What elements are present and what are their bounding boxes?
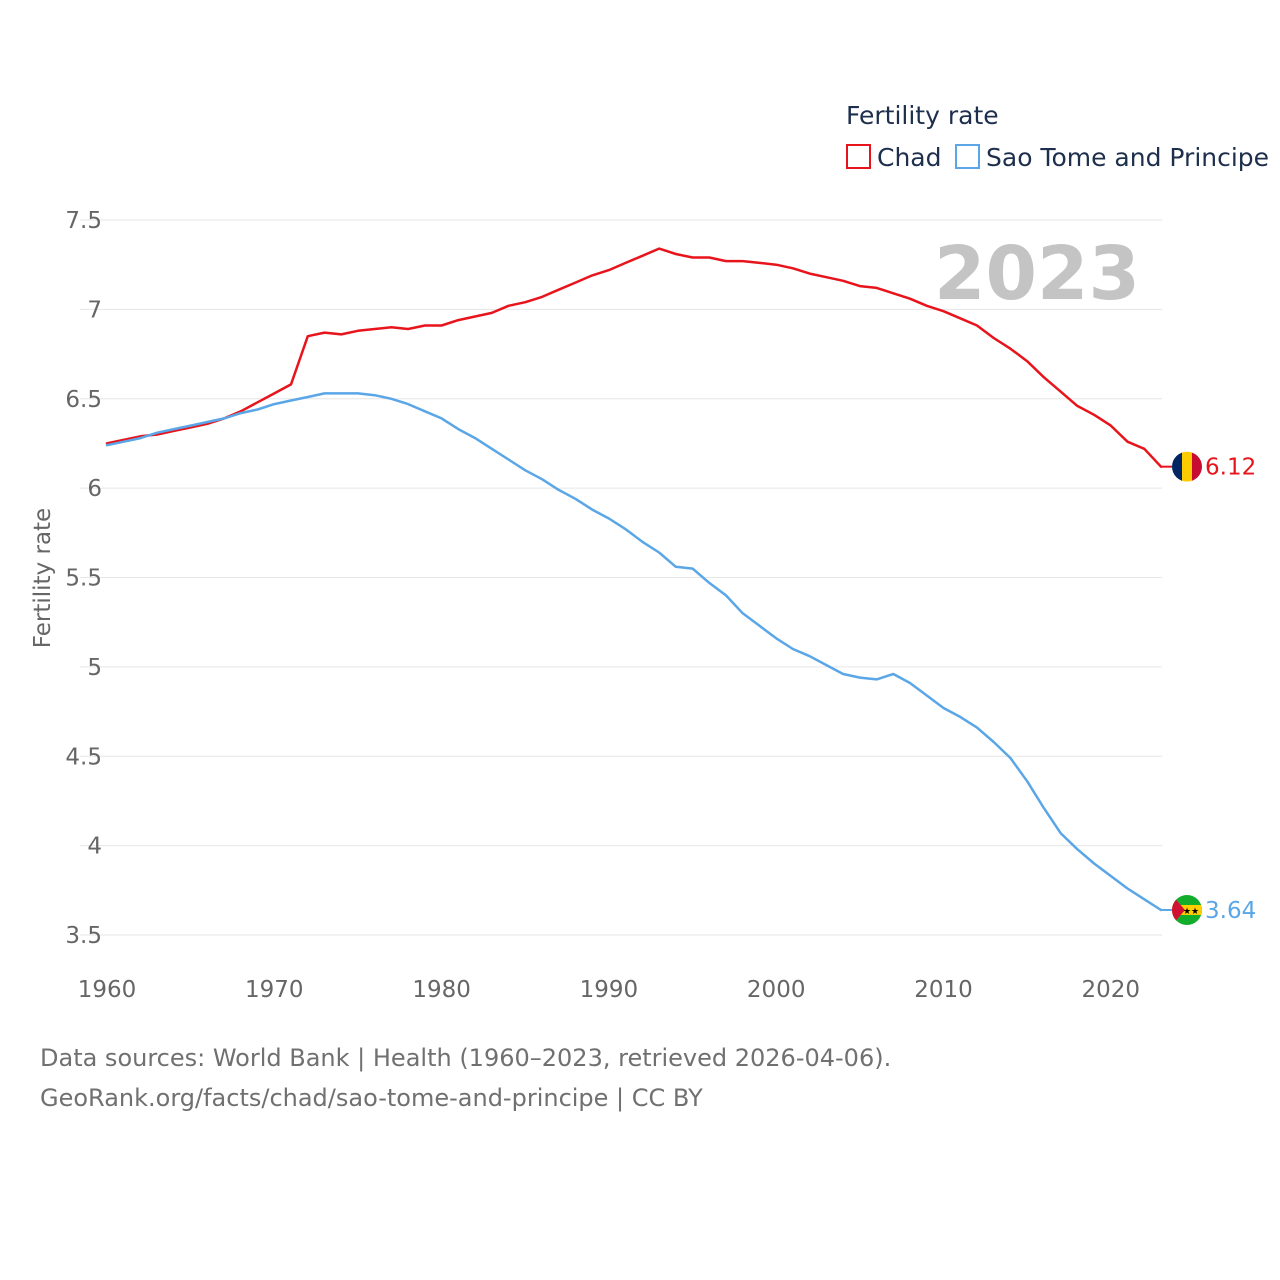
x-tick-label: 1980 <box>412 977 471 1003</box>
x-tick-label: 1990 <box>580 977 639 1003</box>
x-tick-label: 2000 <box>747 977 806 1003</box>
y-tick-label: 5.5 <box>65 566 102 592</box>
y-tick-label: 7.5 <box>65 208 102 234</box>
x-tick-label: 2010 <box>914 977 973 1003</box>
end-value-label: 3.64 <box>1205 898 1256 924</box>
y-tick-label: 4.5 <box>65 744 102 770</box>
legend-item-chad[interactable]: Chad <box>846 143 942 172</box>
y-axis-title: Fertility rate <box>30 508 56 648</box>
legend-item-sao-tome[interactable]: Sao Tome and Principe <box>955 143 1269 172</box>
y-tick-label: 7 <box>87 297 102 323</box>
legend-swatch-chad <box>846 144 871 169</box>
year-label: 2023 <box>934 231 1140 317</box>
legend-swatch-sao-tome <box>955 144 980 169</box>
y-tick-label: 6.5 <box>65 387 102 413</box>
footer-url: GeoRank.org/facts/chad/sao-tome-and-prin… <box>40 1084 703 1112</box>
svg-text:★★: ★★ <box>1183 907 1199 917</box>
end-value-label: 6.12 <box>1205 455 1256 481</box>
y-tick-label: 3.5 <box>65 923 102 949</box>
footer-sources: Data sources: World Bank | Health (1960–… <box>40 1044 892 1072</box>
x-axis-ticks: 1960 1970 1980 1990 2000 2010 2020 <box>78 977 1140 1003</box>
y-axis-ticks: 3.5 4 4.5 5 5.5 6 6.5 7 7.5 <box>65 208 102 949</box>
legend-label-chad: Chad <box>877 143 942 172</box>
x-tick-label: 1960 <box>78 977 137 1003</box>
legend: Fertility rate Chad Sao Tome and Princip… <box>846 101 1269 172</box>
y-tick-label: 5 <box>87 655 102 681</box>
series-end-markers: 6.12 ★★ 3.64 <box>1161 451 1256 925</box>
chad-flag-icon <box>1172 451 1202 482</box>
sao-tome-flag-icon: ★★ <box>1172 894 1202 925</box>
y-tick-label: 6 <box>87 476 102 502</box>
series-line-sao-tome <box>105 392 1163 912</box>
legend-label-sao-tome: Sao Tome and Principe <box>986 143 1269 172</box>
fertility-chart: 3.5 4 4.5 5 5.5 6 6.5 7 7.5 1960 1970 1980 1990 2000… <box>30 101 1269 1003</box>
series-lines <box>105 247 1163 912</box>
y-tick-label: 4 <box>87 834 102 860</box>
gridlines <box>80 219 1162 936</box>
series-line-chad <box>105 247 1163 468</box>
x-tick-label: 1970 <box>245 977 304 1003</box>
legend-title: Fertility rate <box>846 101 999 130</box>
x-tick-label: 2020 <box>1082 977 1141 1003</box>
